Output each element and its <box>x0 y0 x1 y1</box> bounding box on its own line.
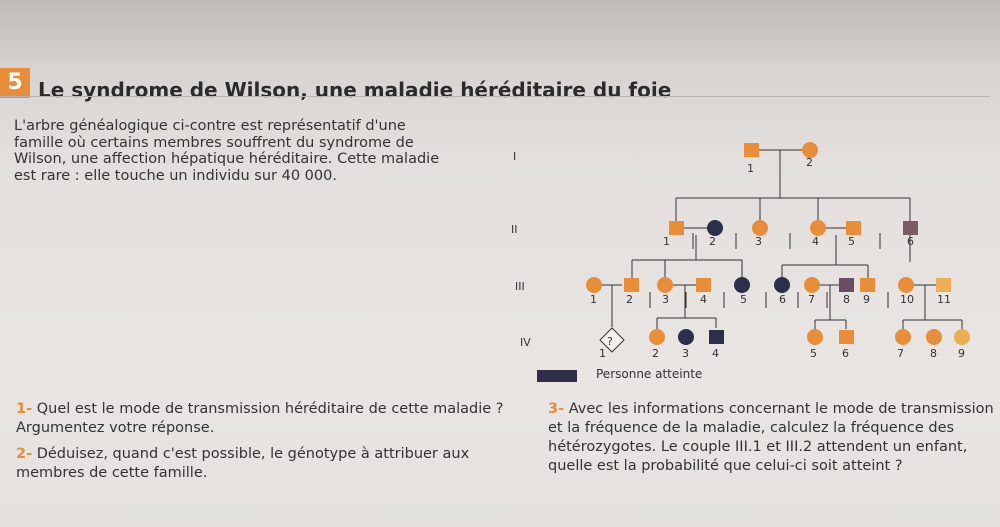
label-IV-9: 9 <box>958 347 965 360</box>
label-IV-8: 8 <box>930 347 937 360</box>
gen-label-IV: IV <box>520 336 531 349</box>
individual-IV-5 <box>807 329 823 345</box>
individual-III-9 <box>860 278 875 292</box>
label-III-3: 3 <box>662 293 669 306</box>
exercise-title: Le syndrome de Wilson, une maladie héréd… <box>38 78 672 102</box>
label-III-9: 9 <box>863 293 870 306</box>
individual-II-4 <box>810 220 826 236</box>
label-II-4: 4 <box>812 235 819 248</box>
individual-II-5 <box>846 221 861 235</box>
individual-III-3 <box>657 277 673 293</box>
label-IV-7: 7 <box>897 347 904 360</box>
individual-IV-9 <box>954 329 970 345</box>
individual-I-2 <box>802 142 818 158</box>
individual-III-8 <box>839 278 854 292</box>
label-IV-1: 1 <box>599 347 606 360</box>
question-1: 1- Quel est le mode de transmission héré… <box>16 400 536 438</box>
intro-paragraph: L'arbre généalogique ci-contre est repré… <box>14 118 440 184</box>
individual-III-6 <box>774 277 790 293</box>
individual-II-1 <box>669 221 684 235</box>
individual-IV-8 <box>926 329 942 345</box>
label-III-4: 4 <box>700 293 707 306</box>
individual-II-2 <box>707 220 723 236</box>
label-I-1: 1 <box>747 162 754 175</box>
individual-III-11 <box>936 278 951 292</box>
label-IV-4: 4 <box>712 347 719 360</box>
individual-IV-1 <box>599 327 625 353</box>
label-III-1: 1 <box>590 293 597 306</box>
question-3-number: 3- <box>548 401 565 417</box>
individual-II-3 <box>752 220 768 236</box>
exercise-number: 5 <box>0 68 30 98</box>
question-1-text: Quel est le mode de transmission hérédit… <box>16 401 504 436</box>
label-IV-5: 5 <box>810 347 817 360</box>
label-IV-6: 6 <box>842 347 849 360</box>
question-1-number: 1- <box>16 401 33 417</box>
individual-IV-3 <box>678 329 694 345</box>
question-3-text: Avec les informations concernant le mode… <box>548 401 994 474</box>
label-III-6: 6 <box>779 293 786 306</box>
label-III-7: 7 <box>808 293 815 306</box>
label-IV-3: 3 <box>682 347 689 360</box>
individual-II-6 <box>903 221 918 235</box>
individual-IV-7 <box>895 329 911 345</box>
label-III-2: 2 <box>626 293 633 306</box>
individual-IV-4 <box>709 330 724 344</box>
individual-III-2 <box>624 278 639 292</box>
label-II-1: 1 <box>663 235 670 248</box>
individual-IV-2 <box>649 329 665 345</box>
label-III-11: 11 <box>937 293 951 306</box>
question-2-text: Déduisez, quand c'est possible, le génot… <box>16 446 470 481</box>
label-II-2: 2 <box>709 235 716 248</box>
individual-III-5 <box>734 277 750 293</box>
question-2: 2- Déduisez, quand c'est possible, le gé… <box>16 445 536 483</box>
gen-label-III: III <box>515 280 525 293</box>
label-III-5: 5 <box>740 293 747 306</box>
label-IV-2: 2 <box>652 347 659 360</box>
pedigree-tree: I II III IV 1 2 1 2 3 4 5 6 <box>511 142 970 360</box>
individual-IV-6 <box>839 330 854 344</box>
individual-III-1 <box>586 277 602 293</box>
gen-label-I: I <box>513 150 516 163</box>
label-III-8: 8 <box>843 293 850 306</box>
title-rule <box>0 96 990 97</box>
label-III-10: 10 <box>900 293 914 306</box>
question-2-number: 2- <box>16 446 33 462</box>
question-3: 3- Avec les informations concernant le m… <box>548 400 1000 476</box>
label-II-5: 5 <box>848 235 855 248</box>
label-I-2: 2 <box>806 156 813 169</box>
legend-affected-label: Personne atteinte <box>596 367 703 381</box>
page-top-shadow <box>0 0 1000 62</box>
legend-affected-swatch <box>537 370 577 382</box>
individual-I-1 <box>744 143 759 157</box>
gen-label-II: II <box>511 223 518 236</box>
individual-III-10 <box>898 277 914 293</box>
label-II-3: 3 <box>755 235 762 248</box>
individual-III-4 <box>696 278 711 292</box>
individual-III-7 <box>804 277 820 293</box>
unknown-sex-mark: ? <box>607 335 613 348</box>
